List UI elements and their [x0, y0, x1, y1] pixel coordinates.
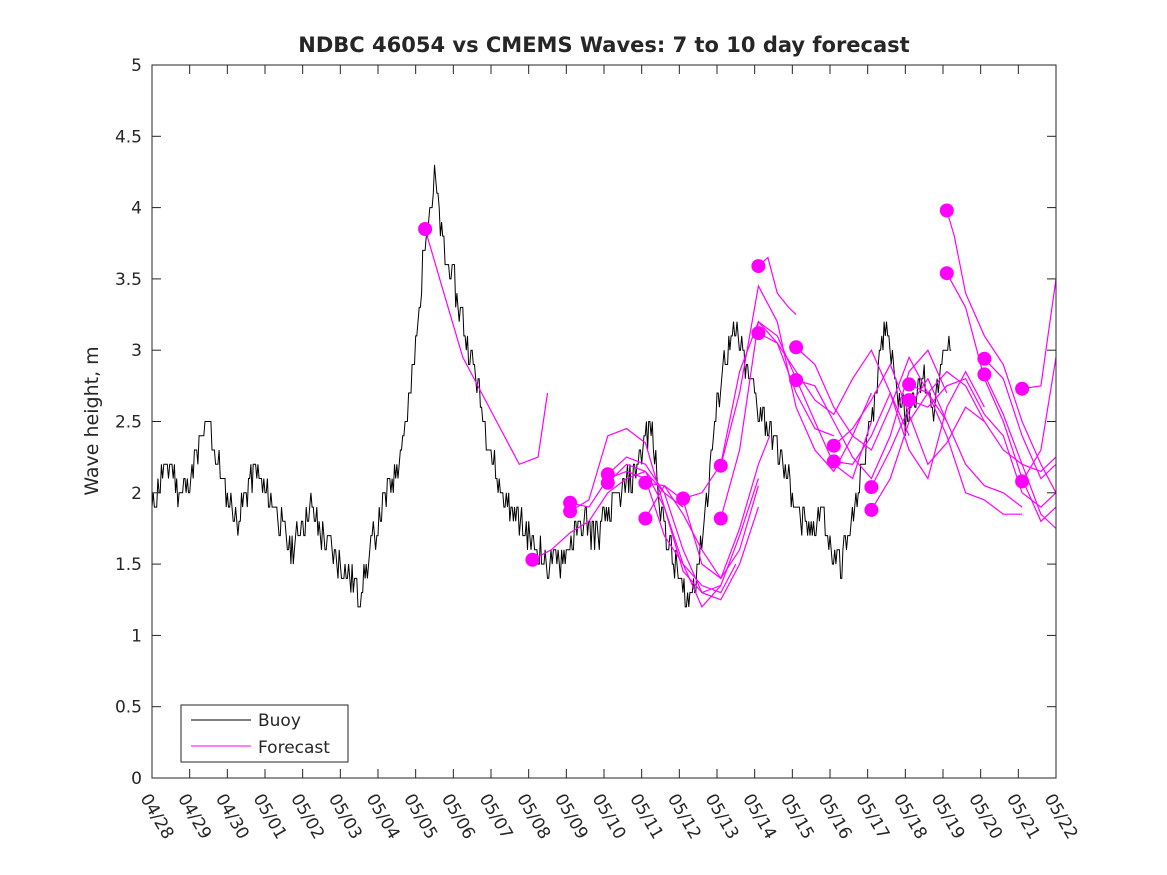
- y-tick-label: 2.5: [115, 413, 142, 433]
- forecast-line-25: [983, 374, 1057, 529]
- forecast-start-marker-13: [751, 326, 766, 341]
- forecast-line-5: [607, 456, 759, 601]
- forecast-line-15: [795, 349, 948, 480]
- y-tick-label: 0: [131, 769, 142, 789]
- forecast-line-17: [833, 370, 985, 480]
- forecast-start-marker-12: [751, 259, 766, 274]
- forecast-line-20: [908, 370, 1057, 473]
- forecast-line-8: [644, 435, 771, 580]
- y-axis-ticks: 0 0.5 1 1.5 2 2.5 3 3.5 4 4.5 5: [115, 56, 1056, 789]
- forecast-line-19: [870, 391, 1023, 515]
- forecast-start-marker-8: [638, 511, 653, 526]
- y-tick-label: 5: [131, 56, 142, 76]
- y-tick-label: 0.5: [115, 698, 142, 718]
- forecast-start-marker-7: [638, 475, 653, 490]
- forecast-line-12: [757, 256, 797, 316]
- y-tick-label: 3: [131, 341, 142, 361]
- forecast-start-marker-15: [789, 373, 804, 388]
- forecast-line-21: [908, 377, 1057, 508]
- forecast-start-marker-25: [977, 367, 992, 382]
- forecast-line-16: [833, 363, 985, 466]
- forecast-start-marker-22: [939, 203, 954, 218]
- forecast-start-marker-2: [525, 552, 540, 567]
- legend-buoy-label: Buoy: [258, 711, 301, 731]
- buoy-line: [151, 164, 952, 608]
- y-tick-label: 1: [131, 626, 142, 646]
- y-tick-label: 4: [131, 199, 142, 219]
- forecast-start-marker-23: [939, 266, 954, 281]
- forecast-start-marker-20: [902, 377, 917, 392]
- forecast-line-4: [569, 427, 722, 594]
- legend: Buoy Forecast: [180, 704, 349, 763]
- forecast-line-23: [946, 272, 1057, 523]
- forecast-start-marker-4: [563, 504, 578, 519]
- forecast-start-marker-14: [789, 340, 804, 355]
- forecast-start-marker-10: [713, 458, 728, 473]
- forecast-start-marker-16: [826, 438, 841, 453]
- forecast-line-24: [983, 358, 1057, 480]
- forecast-start-marker-11: [713, 511, 728, 526]
- forecast-line-10: [720, 284, 872, 473]
- forecast-line-13: [758, 332, 910, 437]
- forecast-line-6: [607, 463, 759, 609]
- forecast-start-marker-1: [418, 222, 433, 236]
- forecast-line-27: [1021, 357, 1057, 482]
- chart-title: NDBC 46054 vs CMEMS Waves: 7 to 10 day f…: [298, 33, 909, 57]
- forecast-start-marker-19: [864, 502, 879, 517]
- forecast-start-marker-6: [600, 475, 615, 490]
- forecast-start-marker-18: [864, 480, 879, 495]
- legend-forecast-label: Forecast: [258, 738, 330, 758]
- legend-box: [180, 704, 349, 763]
- y-axis-label: Wave height, m: [81, 346, 103, 495]
- forecast-series-layer: [424, 210, 1057, 609]
- forecast-start-marker-17: [826, 454, 841, 469]
- forecast-line-1: [424, 228, 549, 466]
- y-tick-label: 4.5: [115, 127, 142, 147]
- y-tick-label: 2: [131, 484, 142, 504]
- forecast-marker-layer: [418, 203, 1030, 567]
- forecast-start-marker-24: [977, 351, 992, 366]
- forecast-line-14: [795, 346, 948, 451]
- forecast-start-marker-27: [1015, 474, 1030, 489]
- forecast-line-22: [946, 210, 1057, 494]
- buoy-series-layer: [151, 164, 952, 608]
- forecast-start-marker-21: [902, 393, 917, 408]
- forecast-line-18: [870, 377, 1023, 508]
- forecast-start-marker-9: [676, 491, 691, 506]
- forecast-start-marker-26: [1015, 381, 1030, 396]
- y-tick-label: 1.5: [115, 555, 142, 575]
- y-tick-label: 3.5: [115, 270, 142, 290]
- plot-area: [152, 65, 1056, 778]
